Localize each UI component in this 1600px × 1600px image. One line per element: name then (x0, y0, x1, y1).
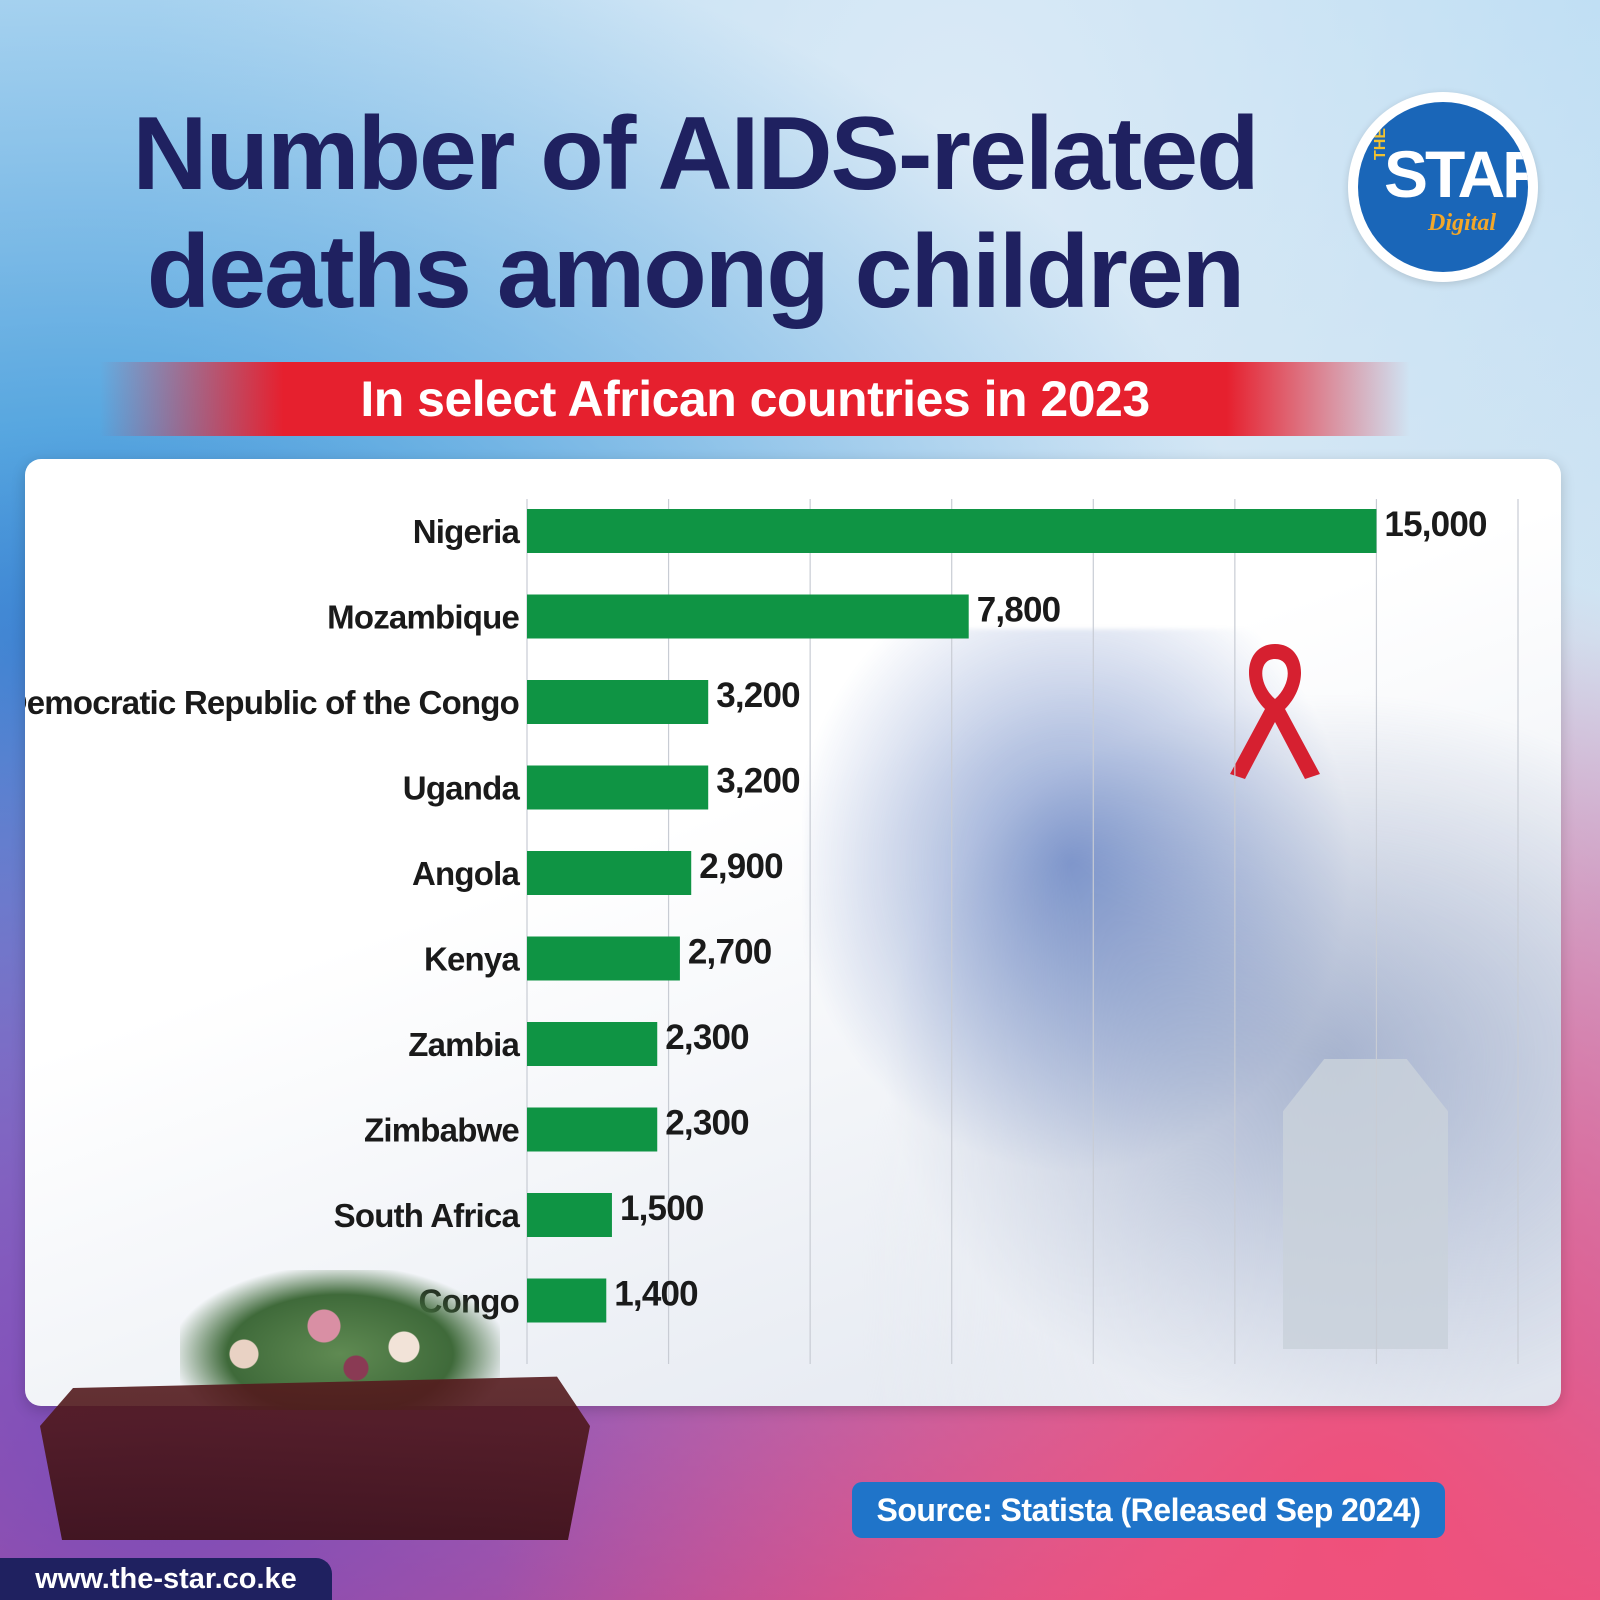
bar-7 (527, 1022, 658, 1066)
category-label: Zambia (408, 1026, 520, 1063)
title-line-1: Number of AIDS-related (132, 96, 1259, 212)
value-label: 1,500 (620, 1189, 704, 1228)
chart-subtitle: In select African countries in 2023 (360, 371, 1150, 427)
logo-star-text: STAR (1384, 137, 1528, 211)
chart-title: Number of AIDS-related deaths among chil… (0, 95, 1390, 331)
bar-6 (527, 936, 680, 981)
category-label: Mozambique (327, 599, 519, 636)
category-label: Democratic Republic of the Congo (25, 684, 519, 721)
bar-2 (527, 594, 969, 639)
category-label: Zimbabwe (364, 1112, 519, 1149)
value-label: 15,000 (1384, 505, 1487, 544)
website-url[interactable]: www.the-star.co.ke (0, 1558, 332, 1600)
bar-chart: Nigeria 15,000 Mozambique 7,800 Democratic R… (25, 499, 1519, 1364)
awareness-ribbon-icon (1230, 644, 1320, 779)
category-label: Nigeria (413, 513, 521, 550)
category-label: South Africa (334, 1197, 521, 1234)
value-label: 3,200 (716, 676, 800, 715)
value-label: 2,700 (688, 933, 772, 972)
category-label: Uganda (403, 770, 521, 807)
value-label: 3,200 (716, 762, 800, 801)
category-label: Kenya (424, 941, 520, 978)
chart-panel: Nigeria 15,000 Mozambique 7,800 Democratic R… (25, 459, 1561, 1406)
coffin (40, 1376, 590, 1540)
logo-badge: THE STAR Digital (1358, 102, 1528, 272)
value-label: 1,400 (614, 1275, 698, 1314)
star-digital-logo: THE STAR Digital (1348, 92, 1538, 282)
bar-3 (527, 680, 709, 724)
value-label: 7,800 (977, 591, 1061, 630)
bar-9 (527, 1193, 612, 1237)
toe-tag (1283, 1059, 1448, 1349)
source-note: Source: Statista (Released Sep 2024) (852, 1482, 1445, 1538)
bar-5 (527, 851, 692, 895)
bar-1 (527, 509, 1377, 553)
value-label: 2,300 (665, 1018, 749, 1057)
value-label: 2,300 (665, 1104, 749, 1143)
bar-10 (527, 1278, 607, 1323)
category-label: Angola (412, 855, 520, 892)
bar-4 (527, 765, 709, 810)
title-line-2: deaths among children (146, 214, 1245, 330)
logo-digital-text: Digital (1428, 210, 1497, 236)
value-label: 2,900 (699, 847, 783, 886)
bar-8 (527, 1107, 658, 1152)
subtitle-banner (100, 362, 1410, 436)
